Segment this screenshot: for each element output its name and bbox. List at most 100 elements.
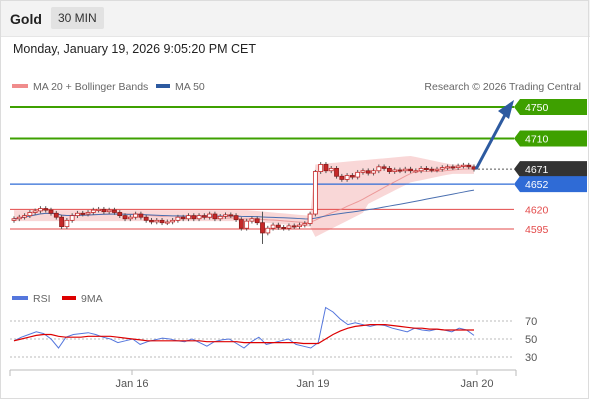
last-price-label: 4671	[525, 164, 549, 176]
rsi-tick-50: 50	[525, 334, 537, 346]
candle-up	[461, 164, 466, 167]
timeframe-badge[interactable]: 30 MIN	[51, 7, 104, 29]
candle-up	[16, 216, 22, 220]
candle-down	[365, 170, 371, 174]
candle-up	[75, 212, 80, 217]
candle-down	[212, 213, 218, 220]
candle-down	[159, 219, 165, 224]
candle-up	[270, 224, 276, 229]
rsi-ma-line	[13, 324, 474, 345]
candle-up	[96, 208, 101, 211]
candle-up	[402, 168, 408, 172]
candle-down	[48, 209, 54, 214]
candle-up	[223, 214, 228, 217]
candle-up	[175, 216, 181, 221]
pivot-label: 4652	[525, 179, 549, 191]
candle-up	[22, 215, 27, 218]
candle-up	[85, 212, 91, 215]
candle-up	[307, 213, 313, 224]
candle-down	[228, 214, 234, 217]
candle-down	[122, 215, 128, 220]
candle-up	[328, 167, 334, 172]
forecast-arrow-shaft	[474, 112, 508, 170]
candle-up	[265, 227, 271, 234]
ma20-legend-label: MA 20 + Bollinger Bands	[33, 81, 148, 93]
forecast-arrow	[474, 100, 514, 170]
candle-down	[101, 208, 107, 213]
pivot-tag	[514, 176, 587, 193]
candle-down	[112, 209, 117, 213]
candle-down	[143, 216, 149, 221]
candle-up	[455, 165, 461, 169]
candle-up	[355, 171, 361, 178]
candle-down	[238, 219, 244, 229]
resistance-1-tag	[514, 130, 587, 147]
rsi-panel: 70 50 30	[10, 306, 537, 364]
candle-up	[27, 212, 33, 217]
rsi-ma-legend-swatch	[62, 296, 76, 300]
candle-up	[318, 164, 324, 172]
moving-averages	[13, 168, 475, 224]
candle-up	[360, 170, 366, 173]
candle-down	[339, 175, 345, 180]
candle-down	[323, 164, 329, 172]
credit-text: Research © 2026 Trading Central	[424, 81, 581, 93]
candle-down	[381, 166, 387, 169]
candle-up	[69, 215, 75, 221]
candle-up	[11, 218, 17, 221]
candle-down	[43, 208, 49, 211]
candle-down	[466, 164, 472, 168]
candle-down	[334, 167, 339, 177]
candle-up	[376, 166, 382, 172]
candle-down	[191, 215, 197, 220]
x-axis-ticks: Jan 16 Jan 19 Jan 20	[115, 370, 494, 390]
candle-up	[392, 169, 398, 172]
candle-up	[413, 170, 419, 173]
candle-down	[201, 215, 207, 218]
candle-up	[249, 218, 255, 222]
candle-up	[133, 213, 139, 218]
forecast-arrow-head	[498, 100, 514, 119]
rsi-legend-label: RSI	[33, 293, 51, 305]
candle-up	[154, 219, 160, 223]
candle-down	[450, 166, 456, 169]
symbol-title: Gold	[10, 11, 42, 27]
candle-up	[170, 219, 176, 223]
candle-up	[207, 213, 213, 218]
candle-up	[64, 219, 70, 228]
candle-down	[138, 213, 144, 218]
x-tick-label: Jan 16	[115, 378, 148, 390]
candle-up	[38, 208, 43, 212]
candle-down	[59, 216, 64, 228]
candle-up	[106, 209, 112, 213]
x-tick-label: Jan 19	[296, 378, 329, 390]
support-2-label: 4595	[525, 224, 549, 236]
candle-down	[53, 212, 59, 218]
candle-up	[344, 175, 350, 180]
candle-down	[233, 215, 239, 220]
candle-up	[90, 209, 96, 213]
last-price-tag	[514, 161, 587, 178]
level-labels: 4750 4710 4671 4652 4620 4595	[514, 99, 587, 236]
candle-up	[302, 223, 308, 226]
candle-down	[254, 218, 260, 224]
rsi-legend-swatch	[12, 296, 28, 300]
candle-up	[418, 167, 424, 172]
candle-up	[297, 224, 302, 228]
candle-down	[281, 227, 287, 230]
candle-down	[408, 168, 413, 172]
candle-up	[371, 170, 376, 174]
candle-up	[439, 167, 445, 170]
candle-down	[349, 175, 355, 178]
candle-up	[286, 225, 292, 229]
resistance-2-tag	[514, 99, 587, 115]
ma50-legend-swatch	[156, 84, 170, 88]
chart-datetime: Monday, January 19, 2026 9:05:20 PM CET	[13, 42, 256, 56]
candlesticks	[11, 162, 477, 244]
candle-up	[196, 215, 202, 220]
resistance-1-label: 4710	[525, 133, 549, 145]
x-tick-label: Jan 20	[460, 378, 493, 390]
candle-up	[434, 168, 440, 171]
candle-down	[117, 212, 123, 217]
